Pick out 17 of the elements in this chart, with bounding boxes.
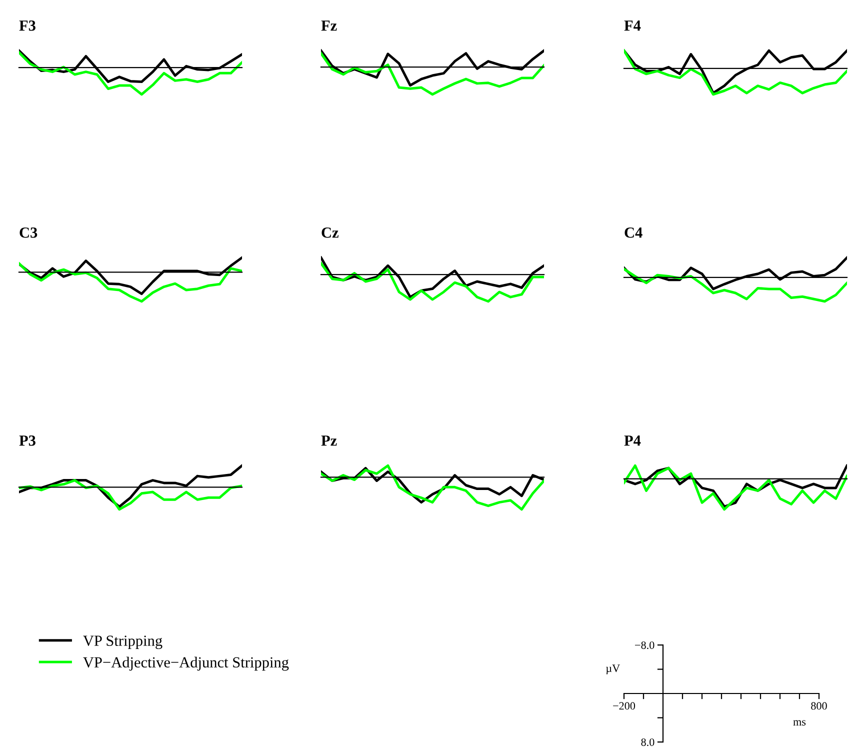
legend-label: VP Stripping [83, 636, 162, 650]
y-tick-label: −8.0 [635, 641, 654, 650]
chart-title: F4 [624, 20, 641, 31]
x-tick-label: −200 [613, 702, 636, 710]
chart-title: F3 [19, 20, 36, 31]
chart-title: Fz [321, 20, 337, 31]
x-axis-title: ms [793, 720, 806, 726]
chart-title: Cz [322, 227, 338, 238]
y-tick-label: 8.0 [641, 738, 654, 746]
chart-title: Pz [321, 436, 337, 446]
y-axis-title: µV [606, 664, 620, 674]
chart-title: C3 [20, 227, 38, 238]
chart-title: C4 [624, 227, 642, 238]
x-tick-label: 800 [811, 702, 827, 710]
legend-label: VP−Adjective−Adjunct Stripping [83, 656, 289, 671]
chart-title: P4 [624, 436, 641, 446]
chart-title: P3 [19, 435, 36, 446]
